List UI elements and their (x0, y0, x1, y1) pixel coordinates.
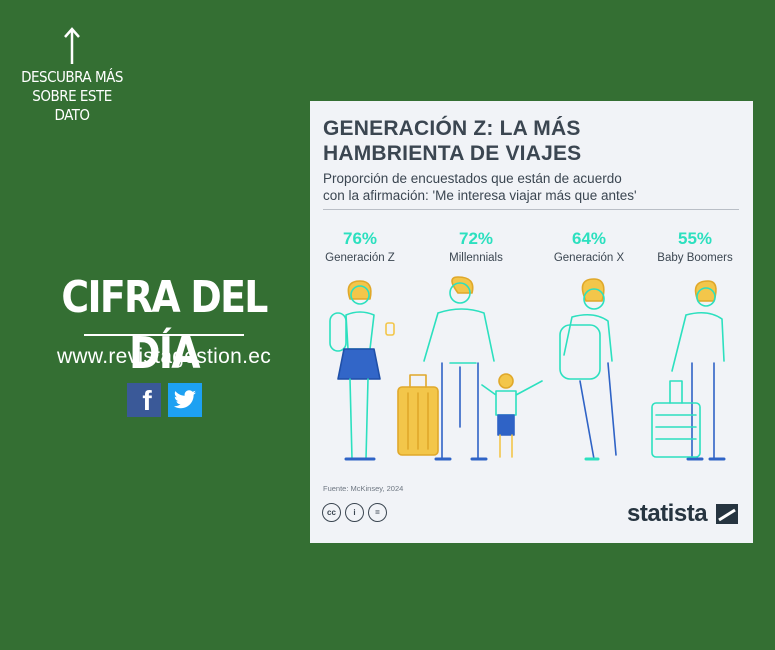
millennial-child-figure (481, 373, 543, 458)
infographic-card[interactable]: GENERACIÓN Z: LA MÁS HAMBRIENTA DE VIAJE… (310, 101, 753, 543)
boomer-suitcase (651, 380, 701, 458)
discover-more-link[interactable]: DESCUBRA MÁS SOBRE ESTE DATO (21, 68, 123, 124)
social-links: f (127, 383, 202, 417)
value-label-gen-x: 64% (571, 229, 607, 248)
twitter-icon[interactable] (168, 383, 202, 417)
statista-logo-icon (716, 504, 738, 524)
gen-x-traveler-figure (559, 278, 617, 461)
facebook-icon[interactable]: f (127, 383, 161, 417)
chart-subtitle: Proporción de encuestados que están de a… (323, 171, 637, 203)
up-arrow-icon (64, 27, 80, 64)
website-link[interactable]: www.revistagestion.ec (56, 345, 272, 368)
gen-z-suitcase (397, 374, 439, 456)
value-label-gen-z: 76% (342, 229, 378, 248)
boomer-traveler-figure (671, 280, 726, 461)
value-label-boomers: 55% (677, 229, 713, 248)
headline: CIFRA DEL DÍA (61, 272, 268, 379)
gen-z-traveler-figure (329, 280, 395, 461)
by-icon[interactable]: i (345, 503, 364, 522)
cc-icon[interactable]: cc (322, 503, 341, 522)
category-label-gen-z: Generación Z (325, 252, 395, 264)
millennial-traveler-figure (423, 276, 495, 461)
category-label-gen-x: Generación X (553, 252, 625, 264)
statista-logo[interactable]: statista (627, 500, 708, 527)
headline-divider (84, 334, 244, 336)
license-icons[interactable]: cc i = (322, 503, 387, 522)
traveler-illustrations (329, 276, 726, 461)
nd-icon[interactable]: = (368, 503, 387, 522)
value-label-millennials: 72% (458, 229, 494, 248)
category-label-boomers: Baby Boomers (657, 252, 733, 264)
source-note: Fuente: McKinsey, 2024 (323, 484, 404, 493)
category-label-millennials: Millennials (449, 252, 503, 264)
chart-title: GENERACIÓN Z: LA MÁS HAMBRIENTA DE VIAJE… (323, 117, 582, 165)
title-divider (323, 209, 739, 210)
